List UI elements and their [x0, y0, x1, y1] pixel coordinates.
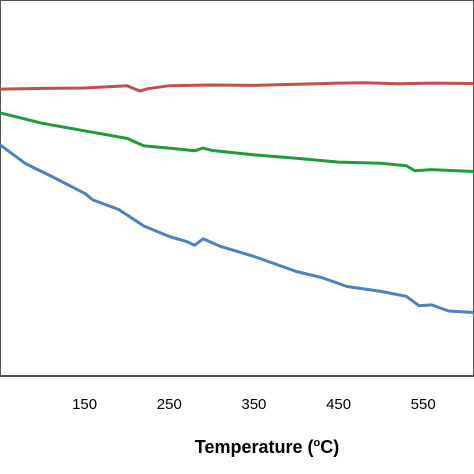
x-axis-title: Temperature (oC): [195, 437, 339, 457]
x-tick-label-250: 250: [157, 396, 182, 413]
x-tick-label-450: 450: [326, 396, 351, 413]
x-tick-label-550: 550: [411, 396, 436, 413]
series-line-2: [0, 111, 474, 173]
series-line-1: [0, 81, 474, 93]
series-line-3: [0, 143, 474, 314]
x-tick-labels: 150 250 350 450 550: [72, 396, 436, 413]
x-tick-label-150: 150: [72, 396, 97, 413]
x-tick-label-350: 350: [241, 396, 266, 413]
series-layer: [0, 81, 474, 314]
